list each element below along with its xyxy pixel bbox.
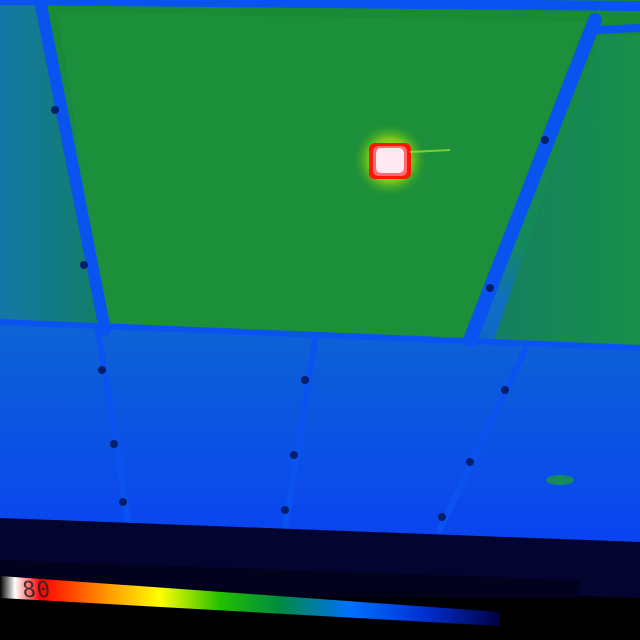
scale-label: 08: [20, 578, 52, 603]
